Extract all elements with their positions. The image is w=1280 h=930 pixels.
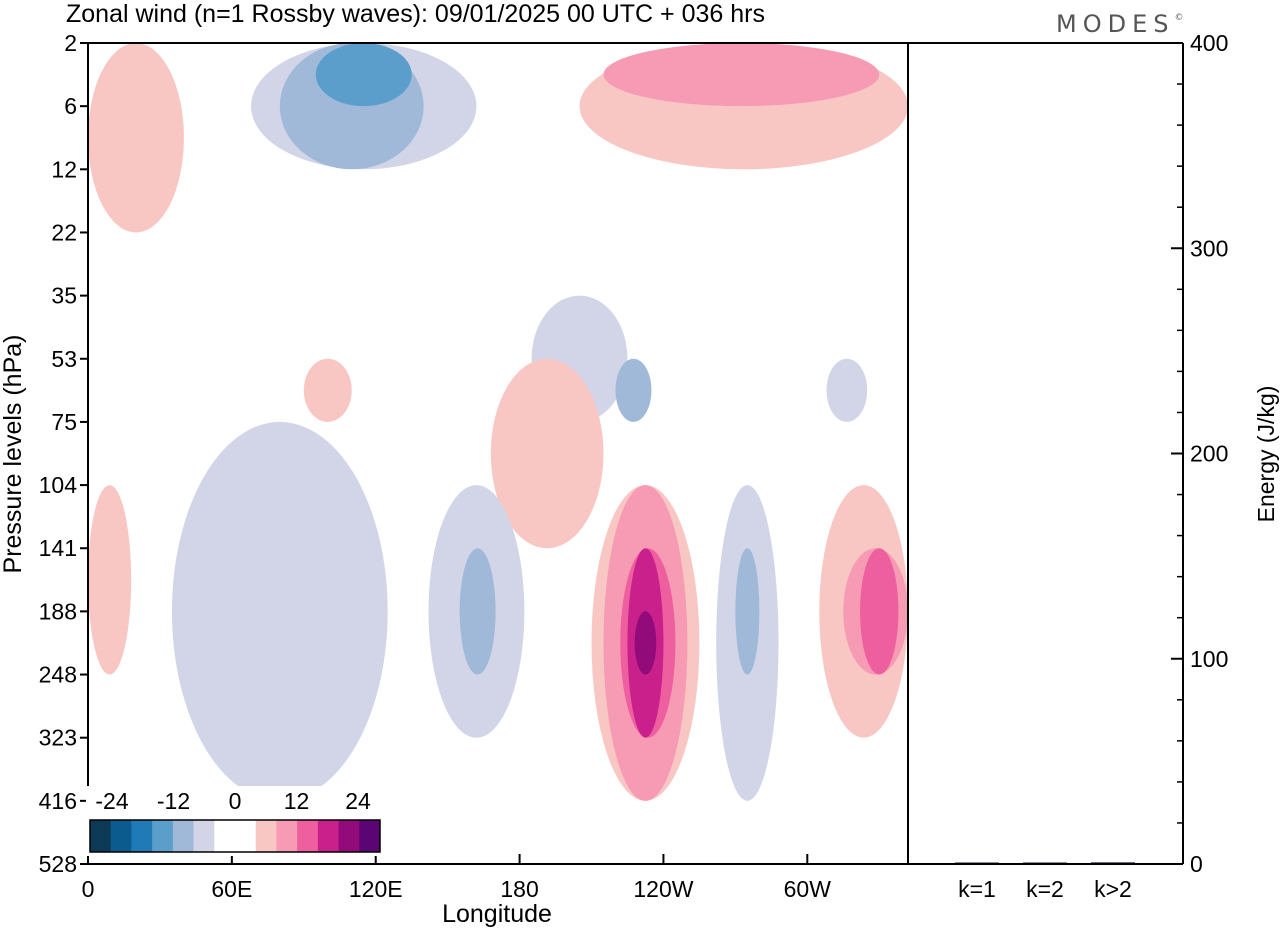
y-tick-label: 528 [39, 851, 77, 877]
x-tick-label: 120E [349, 876, 403, 902]
x-tick-label: 120W [633, 876, 693, 902]
colorbar: -24 -12 0 12 24 [86, 786, 382, 856]
energy-axis-label: Energy (J/kg) [1253, 386, 1279, 523]
x-axis-label: Longitude [442, 900, 552, 928]
contour-region-13 [171, 421, 388, 801]
contour-region-25 [860, 548, 899, 675]
energy-category-label: k=2 [1026, 876, 1064, 902]
contour-region-10 [826, 358, 868, 422]
contour-region-2 [315, 43, 412, 107]
y-tick-label: 22 [51, 219, 77, 245]
colorbar-swatch [276, 820, 298, 852]
y-tick-label: 323 [39, 725, 77, 751]
energy-category-label: k=1 [958, 876, 996, 902]
colorbar-swatch [152, 820, 174, 852]
x-tick-label: 180 [500, 876, 538, 902]
colorbar-swatch [110, 820, 132, 852]
logo-mark: © [1174, 13, 1189, 23]
colorbar-swatch [131, 820, 153, 852]
y-tick-label: 2 [64, 30, 77, 56]
y-axis: 2 6 12 22 35 53 75 104 141 188 248 323 416 528 [39, 30, 88, 877]
contour-region-22 [735, 548, 760, 675]
y-tick-label: 12 [51, 156, 77, 182]
chart-title: Zonal wind (n=1 Rossby waves): 09/01/202… [66, 0, 765, 28]
energy-category-label: k>2 [1094, 876, 1132, 902]
contour-region-12 [490, 358, 604, 549]
y-tick-label: 416 [39, 788, 77, 814]
energy-tick-label: 300 [1190, 235, 1228, 261]
contour-region-7 [88, 43, 184, 233]
colorbar-label: 0 [229, 788, 242, 814]
y-tick-label: 35 [51, 283, 77, 309]
contour-region-15 [459, 548, 496, 675]
energy-tick-label: 100 [1190, 646, 1228, 672]
contour-region-9 [615, 358, 652, 422]
colorbar-swatch [297, 820, 319, 852]
x-axis: 0 60E 120E 180 120W 60W [82, 854, 832, 902]
contour-plot [88, 43, 908, 801]
colorbar-label: 12 [284, 788, 310, 814]
colorbar-frame [89, 819, 381, 853]
y-axis-label: Pressure levels (hPa) [0, 335, 27, 574]
y-tick-label: 6 [64, 93, 77, 119]
y-tick-label: 141 [39, 535, 77, 561]
colorbar-label: 24 [345, 788, 371, 814]
colorbar-swatch [214, 820, 236, 852]
contour-region-5 [603, 43, 880, 107]
main-plot-frame [87, 42, 909, 865]
colorbar-swatch [338, 820, 360, 852]
contour-region-26 [88, 485, 132, 675]
colorbar-swatch [317, 820, 340, 852]
y-tick-label: 188 [39, 598, 77, 624]
x-tick-label: 60E [211, 876, 252, 902]
energy-tick-label: 400 [1190, 30, 1228, 56]
colorbar-label: -12 [157, 788, 190, 814]
colorbar-label: -24 [95, 788, 128, 814]
x-tick-label: 0 [82, 876, 95, 902]
energy-tick-label: 0 [1190, 851, 1203, 877]
contour-region-11 [303, 358, 352, 422]
colorbar-swatch [172, 820, 195, 852]
colorbar-swatch [255, 820, 277, 852]
colorbar-swatch [359, 820, 381, 852]
colorbar-swatch [235, 820, 257, 852]
x-tick-label: 60W [784, 876, 832, 902]
y-tick-label: 53 [51, 346, 77, 372]
modes-logo: MODES© [1056, 10, 1189, 38]
colorbar-swatch [90, 820, 112, 852]
y-tick-label: 104 [39, 472, 78, 498]
y-tick-label: 75 [51, 409, 77, 435]
colorbar-swatch [193, 820, 215, 852]
logo-text: MODES [1056, 10, 1174, 38]
y-tick-label: 248 [39, 662, 77, 688]
energy-tick-label: 200 [1190, 441, 1228, 467]
contour-region-20 [634, 611, 657, 675]
energy-bar-panel: 0 100 200 300 400 k=1 k=2 k>2 [955, 30, 1228, 902]
